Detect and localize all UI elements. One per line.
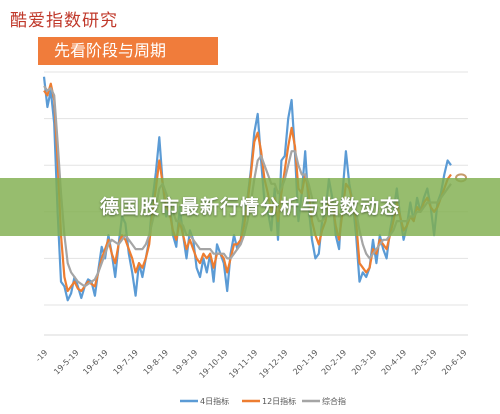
x-tick-label: 20-3-19 bbox=[350, 348, 378, 376]
legend: 4日指标 12日指标 综合指 bbox=[180, 396, 346, 406]
x-tick-label: -19 bbox=[34, 348, 50, 364]
x-axis-ticks: -19 19-5-19 19-6-19 19-7-19 19-8-19 19-9-1919… bbox=[34, 348, 469, 380]
x-tick-label: 19-10-19 bbox=[197, 348, 229, 380]
brand-title: 酷爱指数研究 bbox=[10, 11, 118, 31]
x-tick-label: 19-6-19 bbox=[81, 348, 109, 376]
x-tick-label: 20-1-19 bbox=[291, 348, 319, 376]
section-title: 先看阶段与周期 bbox=[38, 37, 218, 65]
legend-label-1: 12日指标 bbox=[262, 396, 296, 406]
legend-label-2: 综合指 bbox=[322, 396, 346, 406]
x-tick-label: 20-6-19 bbox=[440, 348, 468, 376]
x-tick-label: 20-5-19 bbox=[410, 348, 438, 376]
legend-label-0: 4日指标 bbox=[200, 396, 229, 406]
banner-title: 德国股市最新行情分析与指数动态 bbox=[0, 178, 500, 236]
x-tick-label: 20-2-19 bbox=[320, 348, 348, 376]
x-tick-label: 19-7-19 bbox=[112, 348, 140, 376]
x-tick-label: 19-11-19 bbox=[227, 348, 259, 380]
x-tick-label: 19-5-19 bbox=[52, 348, 80, 376]
x-tick-label: 19-12-19 bbox=[258, 348, 290, 380]
x-tick-label: 20-4-19 bbox=[380, 348, 408, 376]
x-tick-label: 19-9-19 bbox=[171, 348, 199, 376]
x-tick-label: 19-8-19 bbox=[142, 348, 170, 376]
